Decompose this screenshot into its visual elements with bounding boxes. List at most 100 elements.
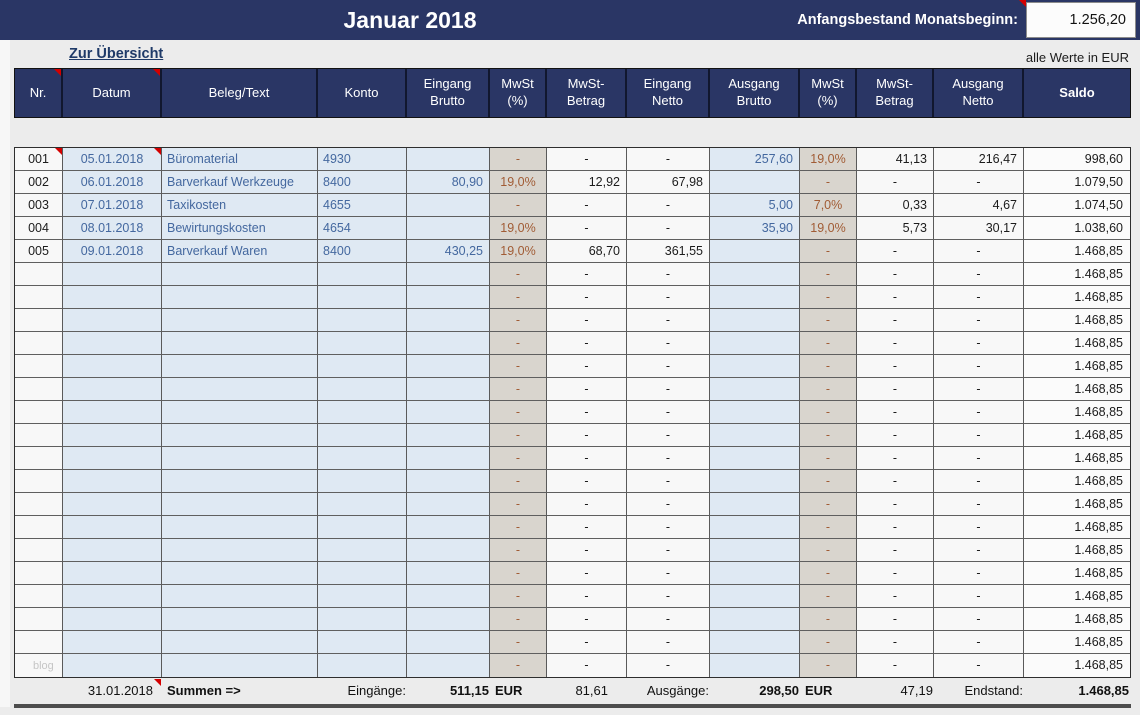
cell-ausgang_brutto[interactable]	[710, 585, 800, 608]
cell-eingang_brutto[interactable]	[407, 194, 490, 217]
cell-datum[interactable]	[63, 493, 162, 516]
cell-ausgang_brutto[interactable]	[710, 378, 800, 401]
cell-datum[interactable]	[63, 401, 162, 424]
cell-eingang_brutto[interactable]	[407, 309, 490, 332]
cell-datum[interactable]	[63, 332, 162, 355]
cell-eingang_netto[interactable]: -	[627, 355, 710, 378]
cell-ausgang_netto[interactable]: -	[934, 654, 1024, 677]
cell-mwst_betrag_ein[interactable]: -	[547, 631, 627, 654]
cell-ausgang_netto[interactable]: 216,47	[934, 148, 1024, 171]
cell-datum[interactable]	[63, 562, 162, 585]
cell-eingang_brutto[interactable]	[407, 401, 490, 424]
cell-eingang_brutto[interactable]	[407, 654, 490, 677]
cell-eingang_netto[interactable]: -	[627, 493, 710, 516]
summary-ausgaenge-label[interactable]: Ausgänge:	[646, 683, 709, 698]
cell-beleg[interactable]	[162, 378, 318, 401]
cell-ausgang_netto[interactable]: -	[934, 332, 1024, 355]
cell-mwst_aus[interactable]: -	[800, 286, 857, 309]
cell-ausgang_brutto[interactable]	[710, 171, 800, 194]
cell-nr[interactable]	[15, 631, 63, 654]
cell-saldo[interactable]: 1.468,85	[1024, 286, 1130, 309]
cell-mwst_aus[interactable]: -	[800, 654, 857, 677]
cell-ausgang_netto[interactable]: -	[934, 401, 1024, 424]
cell-eingang_netto[interactable]: -	[627, 194, 710, 217]
cell-datum[interactable]	[63, 263, 162, 286]
cell-eingang_brutto[interactable]	[407, 148, 490, 171]
cell-mwst_ein[interactable]: -	[490, 378, 547, 401]
cell-mwst_betrag_aus[interactable]: -	[857, 493, 934, 516]
cell-eingang_netto[interactable]: -	[627, 631, 710, 654]
cell-mwst_aus[interactable]: -	[800, 171, 857, 194]
cell-datum[interactable]	[63, 309, 162, 332]
cell-mwst_betrag_aus[interactable]: -	[857, 401, 934, 424]
cell-ausgang_netto[interactable]: -	[934, 608, 1024, 631]
cell-saldo[interactable]: 1.468,85	[1024, 493, 1130, 516]
cell-konto[interactable]	[318, 447, 407, 470]
cell-mwst_betrag_ein[interactable]: -	[547, 516, 627, 539]
cell-mwst_ein[interactable]: -	[490, 631, 547, 654]
cell-saldo[interactable]: 1.468,85	[1024, 263, 1130, 286]
cell-eingang_brutto[interactable]	[407, 447, 490, 470]
cell-eingang_netto[interactable]: -	[627, 332, 710, 355]
column-header-ausgang_netto[interactable]: Ausgang Netto	[934, 69, 1024, 117]
column-header-mwst_betrag_ein[interactable]: MwSt- Betrag	[547, 69, 627, 117]
cell-nr[interactable]: 003	[15, 194, 63, 217]
cell-nr[interactable]	[15, 378, 63, 401]
cell-mwst_ein[interactable]: -	[490, 654, 547, 677]
cell-mwst_aus[interactable]: -	[800, 585, 857, 608]
cell-datum[interactable]	[63, 654, 162, 677]
cell-konto[interactable]	[318, 608, 407, 631]
cell-mwst_betrag_aus[interactable]: -	[857, 470, 934, 493]
cell-ausgang_brutto[interactable]	[710, 263, 800, 286]
cell-beleg[interactable]	[162, 424, 318, 447]
cell-konto[interactable]	[318, 470, 407, 493]
cell-mwst_ein[interactable]: -	[490, 608, 547, 631]
cell-datum[interactable]: 08.01.2018	[63, 217, 162, 240]
cell-eingang_brutto[interactable]	[407, 355, 490, 378]
cell-ausgang_netto[interactable]: -	[934, 585, 1024, 608]
cell-eingang_netto[interactable]: -	[627, 470, 710, 493]
cell-mwst_ein[interactable]: -	[490, 286, 547, 309]
cell-saldo[interactable]: 1.468,85	[1024, 631, 1130, 654]
cell-nr[interactable]	[15, 516, 63, 539]
cell-mwst_betrag_ein[interactable]: -	[547, 585, 627, 608]
cell-mwst_ein[interactable]: -	[490, 539, 547, 562]
cell-nr[interactable]	[15, 493, 63, 516]
cell-eingang_brutto[interactable]	[407, 631, 490, 654]
cell-mwst_betrag_aus[interactable]: -	[857, 378, 934, 401]
cell-datum[interactable]	[63, 378, 162, 401]
cell-mwst_aus[interactable]: -	[800, 263, 857, 286]
cell-mwst_betrag_aus[interactable]: -	[857, 608, 934, 631]
cell-datum[interactable]	[63, 585, 162, 608]
cell-ausgang_netto[interactable]: -	[934, 171, 1024, 194]
cell-eingang_netto[interactable]: -	[627, 148, 710, 171]
cell-eingang_netto[interactable]: -	[627, 516, 710, 539]
cell-ausgang_brutto[interactable]	[710, 516, 800, 539]
cell-mwst_aus[interactable]: -	[800, 401, 857, 424]
cell-eingang_brutto[interactable]: 80,90	[407, 171, 490, 194]
cell-mwst_ein[interactable]: -	[490, 562, 547, 585]
cell-konto[interactable]	[318, 263, 407, 286]
cell-saldo[interactable]: 1.468,85	[1024, 654, 1130, 677]
cell-ausgang_netto[interactable]: -	[934, 631, 1024, 654]
cell-nr[interactable]	[15, 562, 63, 585]
column-header-eingang_brutto[interactable]: Eingang Brutto	[407, 69, 490, 117]
cell-ausgang_brutto[interactable]	[710, 493, 800, 516]
cell-mwst_betrag_aus[interactable]: -	[857, 562, 934, 585]
cell-ausgang_netto[interactable]: -	[934, 562, 1024, 585]
cell-mwst_ein[interactable]: -	[490, 516, 547, 539]
cell-ausgang_brutto[interactable]	[710, 608, 800, 631]
cell-eingang_netto[interactable]: -	[627, 539, 710, 562]
cell-mwst_betrag_aus[interactable]: -	[857, 332, 934, 355]
cell-mwst_aus[interactable]: -	[800, 424, 857, 447]
column-header-konto[interactable]: Konto	[318, 69, 407, 117]
summary-ausgaenge-value[interactable]: 298,50	[759, 683, 799, 698]
cell-ausgang_brutto[interactable]	[710, 286, 800, 309]
cell-mwst_ein[interactable]: -	[490, 332, 547, 355]
column-header-mwst_ein[interactable]: MwSt (%)	[490, 69, 547, 117]
cell-ausgang_netto[interactable]: -	[934, 516, 1024, 539]
cell-datum[interactable]	[63, 447, 162, 470]
cell-ausgang_netto[interactable]: -	[934, 470, 1024, 493]
cell-datum[interactable]	[63, 516, 162, 539]
cell-beleg[interactable]	[162, 493, 318, 516]
